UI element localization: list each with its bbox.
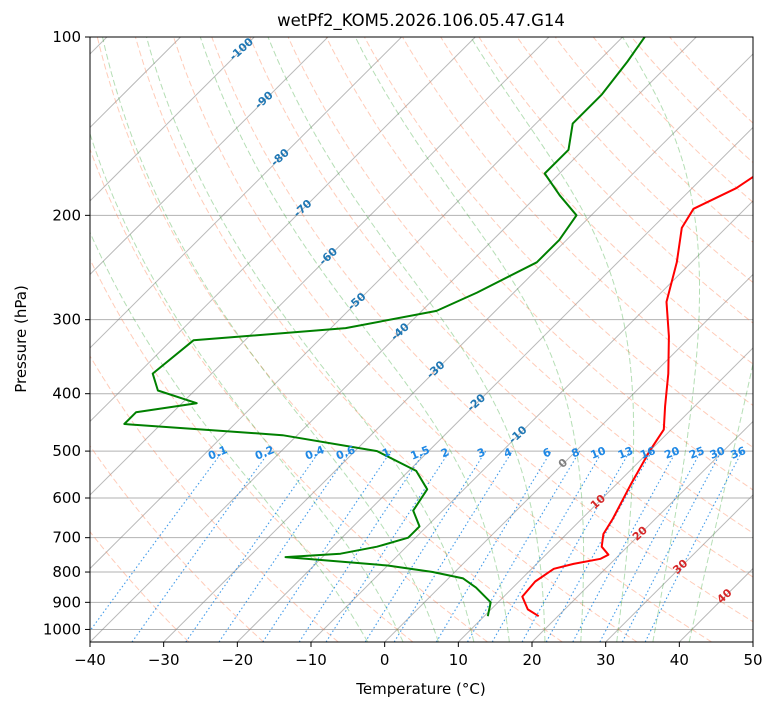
temperature-profile-line [521, 175, 753, 618]
mixing-ratio-label: 2 [439, 445, 451, 460]
y-tick-label: 900 [52, 593, 81, 611]
moist-adiabat-line [267, 37, 546, 642]
dry-adiabat-line [90, 530, 190, 642]
y-tick-label: 100 [52, 28, 81, 46]
x-tick-label: 50 [743, 651, 762, 669]
y-tick-label: 500 [52, 442, 81, 460]
dry-adiabat-line [211, 37, 753, 623]
dry-adiabat-line [287, 37, 753, 534]
x-tick-label: −20 [222, 651, 254, 669]
mixing-ratio-label: 3 [475, 445, 487, 460]
data-series [123, 37, 753, 618]
dry-adiabat-line [402, 37, 753, 406]
isotherm-line [90, 37, 623, 570]
isotherm-line [236, 126, 753, 642]
moist-adiabat-line [199, 37, 510, 642]
mixing-ratio-line [393, 450, 513, 642]
y-tick-label: 600 [52, 489, 81, 507]
mixing-ratio-label: 1 [380, 445, 392, 460]
mixing-ratio-line [644, 450, 743, 642]
y-axis-title: Pressure (hPa) [12, 285, 30, 393]
chart-title: wetPf2_KOM5.2026.106.05.47.G14 [277, 11, 565, 31]
dry-adiabat-line [249, 37, 753, 578]
isotherm-line [457, 347, 753, 642]
dry-adiabat-line [440, 37, 753, 365]
y-tick-label: 300 [52, 311, 81, 329]
isotherm-line [605, 494, 753, 642]
mixing-ratio-line [521, 450, 631, 642]
isotherm-line [90, 37, 550, 496]
mixing-ratio-label: 25 [687, 444, 706, 462]
mixing-ratio-line [185, 450, 321, 642]
isotherm-line [90, 37, 476, 423]
mixing-ratio-line [298, 450, 426, 642]
mixing-ratio-label: 13 [616, 444, 635, 462]
x-tick-label: 20 [522, 651, 541, 669]
mixing-ratio-line [90, 450, 224, 632]
plot-frame [89, 36, 754, 643]
dry-adiabat-line [90, 355, 339, 642]
isotherm-line [90, 37, 255, 202]
x-tick-label: 0 [380, 651, 390, 669]
moist-adiabat-line [354, 37, 585, 642]
mixing-ratio-line [572, 450, 677, 642]
moist-adiabat-line [102, 37, 439, 642]
mixing-ratio-line [364, 450, 487, 642]
moist-adiabat-line [146, 37, 475, 642]
mixing-ratio-label: 30 [708, 444, 727, 462]
dry-adiabat-line [90, 147, 488, 642]
background-lines [90, 37, 753, 642]
mixing-ratio-label: 16 [638, 444, 657, 462]
x-tick-label: −40 [74, 651, 106, 669]
isotherm-line [384, 273, 753, 642]
y-tick-label: 800 [52, 563, 81, 581]
mixing-ratio-line [545, 450, 653, 642]
x-tick-label: −30 [148, 651, 180, 669]
x-tick-label: 40 [670, 651, 689, 669]
dry-adiabat-line [516, 37, 753, 284]
mixing-ratio-label: 36 [729, 444, 748, 462]
x-axis-title: Temperature (°C) [355, 680, 485, 698]
isotherm-line [90, 37, 329, 276]
x-tick-label: 10 [449, 651, 468, 669]
dry-adiabat-line [90, 445, 264, 642]
dry-adiabat-line [90, 258, 414, 642]
y-tick-label: 400 [52, 385, 81, 403]
x-tick-label: −10 [295, 651, 327, 669]
isotherm-line [531, 420, 753, 642]
dry-adiabat-line [134, 37, 638, 642]
mixing-ratio-label: 20 [663, 444, 682, 462]
mixing-ratio-line [262, 450, 392, 642]
moist-adiabat-line [90, 132, 404, 642]
isotherm-line [163, 53, 753, 642]
x-tick-label: 30 [596, 651, 615, 669]
y-tick-label: 1000 [43, 620, 81, 638]
mixing-ratio-line [131, 450, 271, 642]
dewpoint-profile-line [123, 37, 646, 617]
y-tick-label: 200 [52, 206, 81, 224]
mixing-ratio-label: 10 [589, 444, 608, 462]
moist-adiabat-line [90, 231, 369, 642]
moist-adiabat-line [622, 37, 700, 642]
isotherm-line [90, 37, 697, 642]
isotherm-line [310, 200, 753, 642]
dry-adiabat-line [96, 37, 563, 642]
y-tick-label: 700 [52, 529, 81, 547]
axis-ticks: −40 −30 −20 −10 0 10 20 30 40 50 1000 900 800 700 600 5… [43, 28, 763, 669]
isotherm-line [90, 37, 402, 349]
mixing-ratio-label: 8 [569, 445, 581, 460]
mixing-ratio-line [218, 450, 351, 642]
dry-adiabat-line [173, 37, 712, 642]
